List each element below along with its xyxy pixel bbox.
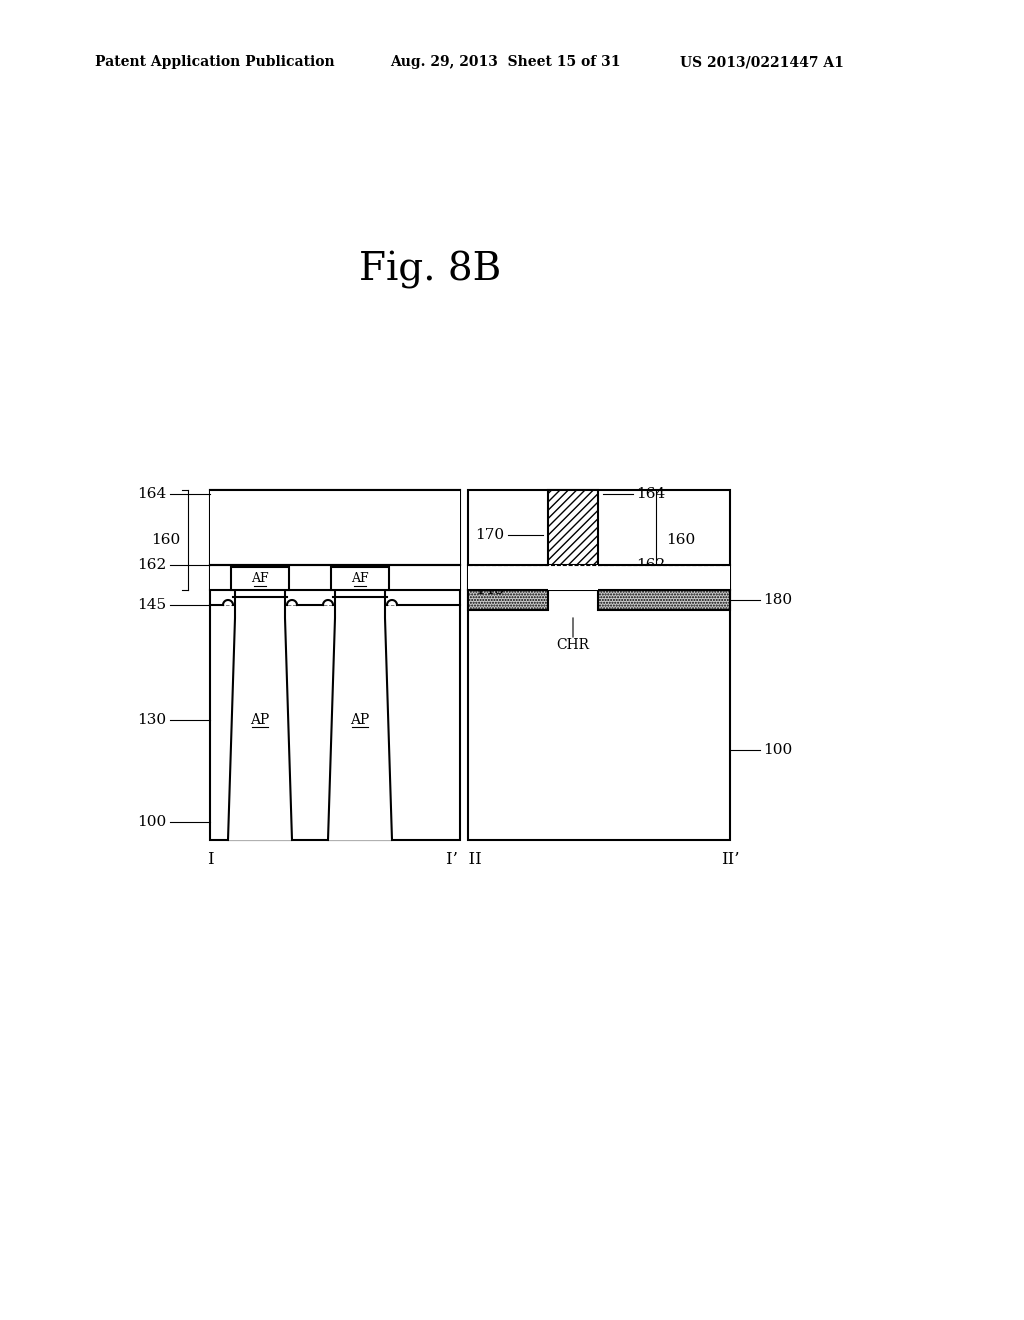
Text: 162: 162 bbox=[137, 558, 166, 572]
Text: 180: 180 bbox=[763, 593, 793, 607]
Bar bbox=[548, 565, 598, 590]
Bar bbox=[210, 490, 460, 840]
Text: 145: 145 bbox=[137, 598, 166, 612]
Bar bbox=[210, 565, 460, 590]
Bar bbox=[331, 568, 389, 590]
Text: 160: 160 bbox=[666, 533, 695, 546]
Bar bbox=[598, 590, 730, 610]
Bar bbox=[210, 490, 460, 565]
Text: AP: AP bbox=[350, 713, 370, 727]
Text: 162: 162 bbox=[636, 558, 666, 572]
Text: I’  II: I’ II bbox=[446, 851, 482, 869]
Polygon shape bbox=[328, 590, 392, 840]
Bar bbox=[468, 565, 730, 590]
Text: Aug. 29, 2013  Sheet 15 of 31: Aug. 29, 2013 Sheet 15 of 31 bbox=[390, 55, 621, 69]
Text: 145: 145 bbox=[475, 583, 504, 597]
Polygon shape bbox=[228, 590, 292, 840]
Text: CHR: CHR bbox=[556, 638, 590, 652]
Text: II’: II’ bbox=[721, 851, 739, 869]
Text: 164: 164 bbox=[137, 487, 166, 502]
Text: US 2013/0221447 A1: US 2013/0221447 A1 bbox=[680, 55, 844, 69]
Bar bbox=[548, 490, 598, 565]
Bar bbox=[231, 568, 289, 590]
Bar bbox=[468, 590, 548, 610]
Text: 100: 100 bbox=[763, 743, 793, 756]
Text: Patent Application Publication: Patent Application Publication bbox=[95, 55, 335, 69]
Text: I: I bbox=[207, 851, 213, 869]
Text: 130: 130 bbox=[137, 713, 166, 727]
Text: 170: 170 bbox=[475, 528, 504, 543]
Bar bbox=[468, 490, 730, 840]
Text: 100: 100 bbox=[137, 814, 166, 829]
Text: 160: 160 bbox=[151, 533, 180, 546]
Text: AF: AF bbox=[351, 572, 369, 585]
Text: 164: 164 bbox=[636, 487, 666, 502]
Text: AF: AF bbox=[251, 572, 269, 585]
Text: Fig. 8B: Fig. 8B bbox=[358, 251, 501, 289]
Text: AP: AP bbox=[251, 713, 269, 727]
